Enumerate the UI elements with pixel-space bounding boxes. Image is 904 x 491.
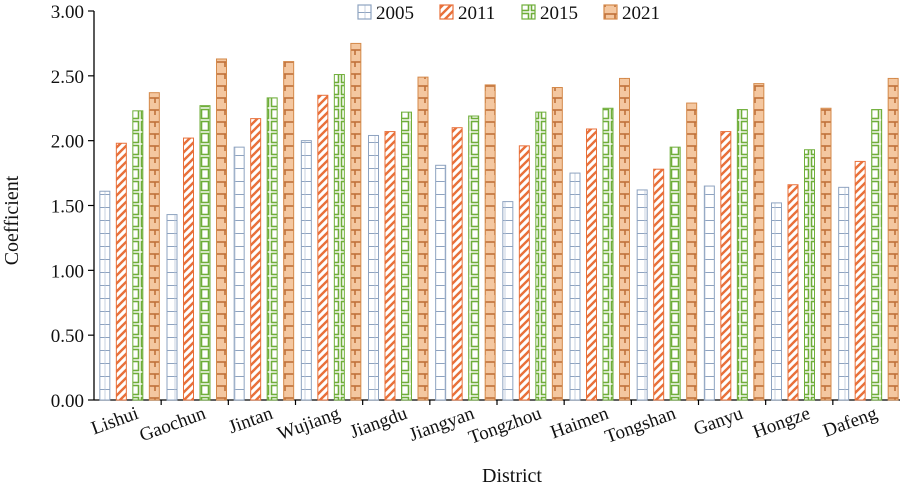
bar-2021-tongshan (686, 102, 698, 401)
bar-2011-ganyu (720, 131, 732, 401)
bar-2015-lishui (132, 110, 144, 401)
x-tick-label: Tongzhou (466, 403, 545, 449)
x-tick-label: Ganyu (691, 403, 746, 440)
legend-label-2021: 2021 (622, 3, 660, 24)
bar-2005-tongzhou (502, 201, 514, 401)
legend-swatch-2021 (603, 4, 618, 20)
bar-2021-lishui (148, 92, 160, 401)
bar-2011-tongzhou (518, 145, 530, 401)
bar-2021-hongze (820, 107, 832, 401)
bar-2021-dafeng (887, 77, 899, 401)
legend-swatch-2005 (357, 4, 372, 20)
x-tick-label: Haimen (548, 403, 612, 443)
y-tick-label: 0.00 (51, 391, 84, 412)
x-tick-label: Wujiang (275, 403, 343, 445)
bar-2021-haimen (619, 77, 630, 401)
legend-label-2015: 2015 (540, 3, 578, 24)
bar-2021-jiangdu (417, 76, 429, 401)
bar-2015-haimen (602, 107, 614, 401)
bar-2021-wujiang (350, 42, 362, 401)
bar-2015-jintan (266, 97, 278, 401)
axes (88, 10, 900, 405)
y-tick-label: 1.50 (51, 197, 84, 218)
bar-2015-wujiang (333, 74, 345, 401)
bar-2011-jiangdu (384, 131, 396, 401)
x-tick-label: Hongze (750, 403, 813, 443)
bar-2011-jintan (250, 118, 262, 401)
bar-2021-tongzhou (551, 87, 563, 401)
x-tick-label: Lishui (88, 403, 141, 439)
bar-2005-dafeng (838, 186, 850, 401)
bar-2005-ganyu (703, 185, 715, 401)
y-tick-label: 3.00 (51, 2, 84, 23)
bar-2011-haimen (586, 128, 597, 401)
x-axis-title: District (482, 465, 542, 486)
x-tick-label: Jintan (226, 403, 276, 438)
y-tick-label: 0.50 (51, 326, 84, 347)
bar-2021-gaochun (216, 58, 227, 401)
y-tick-label: 2.00 (51, 132, 84, 153)
bar-2005-wujiang (300, 140, 312, 401)
x-tick-label: Jiangyan (406, 403, 477, 446)
bar-2021-ganyu (753, 83, 765, 401)
bar-2011-dafeng (854, 160, 866, 401)
bar-2005-gaochun (166, 214, 178, 401)
bar-2005-hongze (771, 202, 782, 401)
bar-2015-tongshan (669, 146, 681, 401)
bar-2005-tongshan (636, 189, 648, 401)
bar-2005-jintan (233, 146, 245, 401)
x-tick-label: Jiangdu (347, 403, 410, 443)
bar-2005-lishui (99, 190, 111, 401)
bar-2011-hongze (787, 184, 799, 401)
bar-2015-tongzhou (535, 111, 547, 401)
bar-2015-hongze (804, 149, 815, 401)
x-tick-label: Dafeng (820, 403, 880, 442)
bar-2005-haimen (569, 172, 581, 401)
legend-swatch-2011 (439, 4, 454, 20)
bar-2015-ganyu (736, 109, 748, 401)
bar-2011-lishui (115, 142, 127, 401)
bar-2015-gaochun (199, 105, 211, 401)
bar-2021-jintan (283, 61, 295, 401)
bar-2011-wujiang (317, 94, 329, 401)
bar-2011-jiangyan (451, 127, 463, 401)
bar-2021-jiangyan (484, 84, 496, 401)
bar-2011-gaochun (183, 137, 194, 401)
x-tick-label: Gaochun (137, 403, 209, 446)
y-tick-label: 1.00 (51, 261, 84, 282)
x-tick-label: Tongshan (602, 403, 679, 448)
y-axis-title: Coefficient (1, 175, 23, 265)
bar-2005-jiangyan (435, 164, 447, 401)
legend-label-2011: 2011 (458, 3, 495, 24)
bar-2011-tongshan (653, 168, 665, 401)
legend-label-2005: 2005 (376, 3, 414, 24)
legend: 2005 2011 2015 2021 (357, 3, 660, 24)
y-tick-label: 2.50 (51, 67, 84, 88)
bar-2015-jiangdu (401, 111, 412, 401)
bar-2005-jiangdu (368, 134, 379, 401)
bar-2015-jiangyan (468, 115, 480, 401)
legend-swatch-2015 (521, 4, 536, 20)
bar-2015-dafeng (871, 109, 883, 401)
bars (99, 42, 899, 401)
